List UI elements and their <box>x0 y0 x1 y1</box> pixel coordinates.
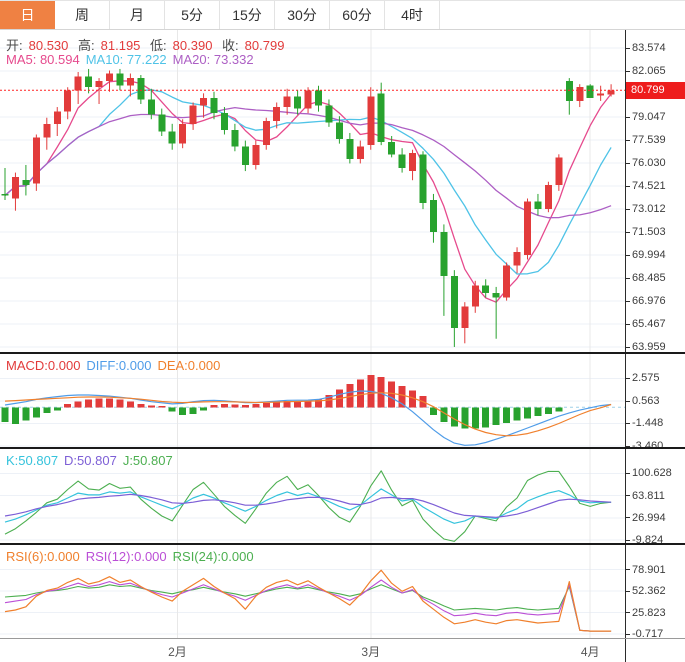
period-tab-周[interactable]: 周 <box>55 1 110 29</box>
kdj-pane: K:50.807 D:50.807 J:50.807 100.628 63.811 26… <box>0 447 685 546</box>
kdj-legend-item: K:50.807 <box>6 453 59 468</box>
macd-readout: MACD:0.000 DIFF:0.000 DEA:0.000 <box>6 358 226 373</box>
low-value: 80.390 <box>172 38 213 53</box>
kdj-plot[interactable] <box>0 449 625 543</box>
axis-tick-label: 63.959 <box>626 341 666 354</box>
axis-tick-label: 25.823 <box>626 607 666 620</box>
rsi-plot[interactable] <box>0 545 625 638</box>
axis-tick-label: 2.575 <box>626 372 660 385</box>
main-chart-pane: 开: 80.530 高: 81.195 低: 80.390 收: 80.799 MA5:… <box>0 30 685 354</box>
ohlc-readout: 开: 80.530 高: 81.195 低: 80.390 收: 80.799 <box>6 35 290 54</box>
axis-tick-label: 63.811 <box>626 490 665 503</box>
period-tab-4时[interactable]: 4时 <box>385 1 440 29</box>
axis-tick-label: 71.503 <box>626 226 666 239</box>
rsi-legend-item: RSI(6):0.000 <box>6 549 80 564</box>
rsi-legend-item: RSI(24):0.000 <box>172 549 254 564</box>
ma-legend-item: MA10: 77.222 <box>85 52 167 67</box>
axis-tick-label: -1.448 <box>626 417 663 430</box>
time-axis: 2月 3月 4月 <box>0 638 685 662</box>
price-axis: 83.574 82.065 79.047 77.539 76.030 74.521 73.0… <box>625 30 685 354</box>
axis-tick-label: 68.485 <box>626 272 666 285</box>
axis-tick-label: 78.901 <box>626 564 666 577</box>
current-price-badge: 80.799 <box>626 82 685 100</box>
axis-corner <box>625 639 685 662</box>
rsi-axis: 78.901 52.362 25.823 -0.717 <box>625 545 685 641</box>
rsi-legend-item: RSI(12):0.000 <box>85 549 167 564</box>
x-axis-month-label: 2月 <box>168 645 187 659</box>
axis-tick-label: 73.012 <box>626 203 666 216</box>
axis-tick-label: 83.574 <box>626 42 666 55</box>
kdj-legend-item: D:50.807 <box>64 453 117 468</box>
macd-legend-item: DEA:0.000 <box>157 358 221 373</box>
high-label: 高: <box>78 38 95 53</box>
axis-tick-label: 52.362 <box>626 585 666 598</box>
axis-tick-label: -0.717 <box>626 628 663 641</box>
open-value: 80.530 <box>28 38 69 53</box>
ma-legend-item: MA5: 80.594 <box>6 52 80 67</box>
axis-tick-label: 69.994 <box>626 249 666 262</box>
kdj-legend-item: J:50.807 <box>122 453 173 468</box>
period-tab-月[interactable]: 月 <box>110 1 165 29</box>
macd-axis: 2.575 0.563 -1.448 -3.460 <box>625 354 685 452</box>
axis-tick-label: 74.521 <box>626 180 666 193</box>
rsi-pane: RSI(6):0.000 RSI(12):0.000 RSI(24):0.000 7… <box>0 543 685 641</box>
high-value: 81.195 <box>100 38 141 53</box>
close-value: 80.799 <box>244 38 285 53</box>
low-label: 低: <box>150 38 167 53</box>
period-tab-日[interactable]: 日 <box>0 1 55 29</box>
axis-tick-label: 65.467 <box>626 318 666 331</box>
axis-tick-label: 66.976 <box>626 295 666 308</box>
period-tab-30分[interactable]: 30分 <box>275 1 330 29</box>
macd-pane: MACD:0.000 DIFF:0.000 DEA:0.000 2.575 0.563… <box>0 352 685 452</box>
rsi-readout: RSI(6):0.000 RSI(12):0.000 RSI(24):0.000 <box>6 549 260 564</box>
x-axis-month-label: 3月 <box>361 645 381 659</box>
period-tab-5分[interactable]: 5分 <box>165 1 220 29</box>
kdj-readout: K:50.807 D:50.807 J:50.807 <box>6 453 179 468</box>
axis-tick-label: 76.030 <box>626 157 666 170</box>
x-axis-month-label: 4月 <box>580 645 600 659</box>
close-label: 收: <box>222 38 239 53</box>
ma-legend-item: MA20: 73.332 <box>172 52 254 67</box>
period-tab-15分[interactable]: 15分 <box>220 1 275 29</box>
kdj-axis: 100.628 63.811 26.994 -9.824 <box>625 449 685 546</box>
macd-legend-item: DIFF:0.000 <box>86 358 152 373</box>
ma-readout: MA5: 80.594 MA10: 77.222 MA20: 73.332 <box>6 52 260 67</box>
axis-tick-label: 77.539 <box>626 134 666 147</box>
macd-legend-item: MACD:0.000 <box>6 358 81 373</box>
axis-tick-label: 0.563 <box>626 395 660 408</box>
macd-plot[interactable] <box>0 354 625 447</box>
period-tabbar: 日周月 5分 15分 30分 60分 4时 <box>0 0 685 30</box>
open-label: 开: <box>6 38 23 53</box>
axis-tick-label: 26.994 <box>626 512 666 525</box>
period-tab-60分[interactable]: 60分 <box>330 1 385 29</box>
axis-tick-label: 82.065 <box>626 65 666 78</box>
candlestick-plot[interactable] <box>0 30 625 352</box>
axis-tick-label: 100.628 <box>626 467 672 480</box>
axis-tick-label: 79.047 <box>626 111 666 124</box>
